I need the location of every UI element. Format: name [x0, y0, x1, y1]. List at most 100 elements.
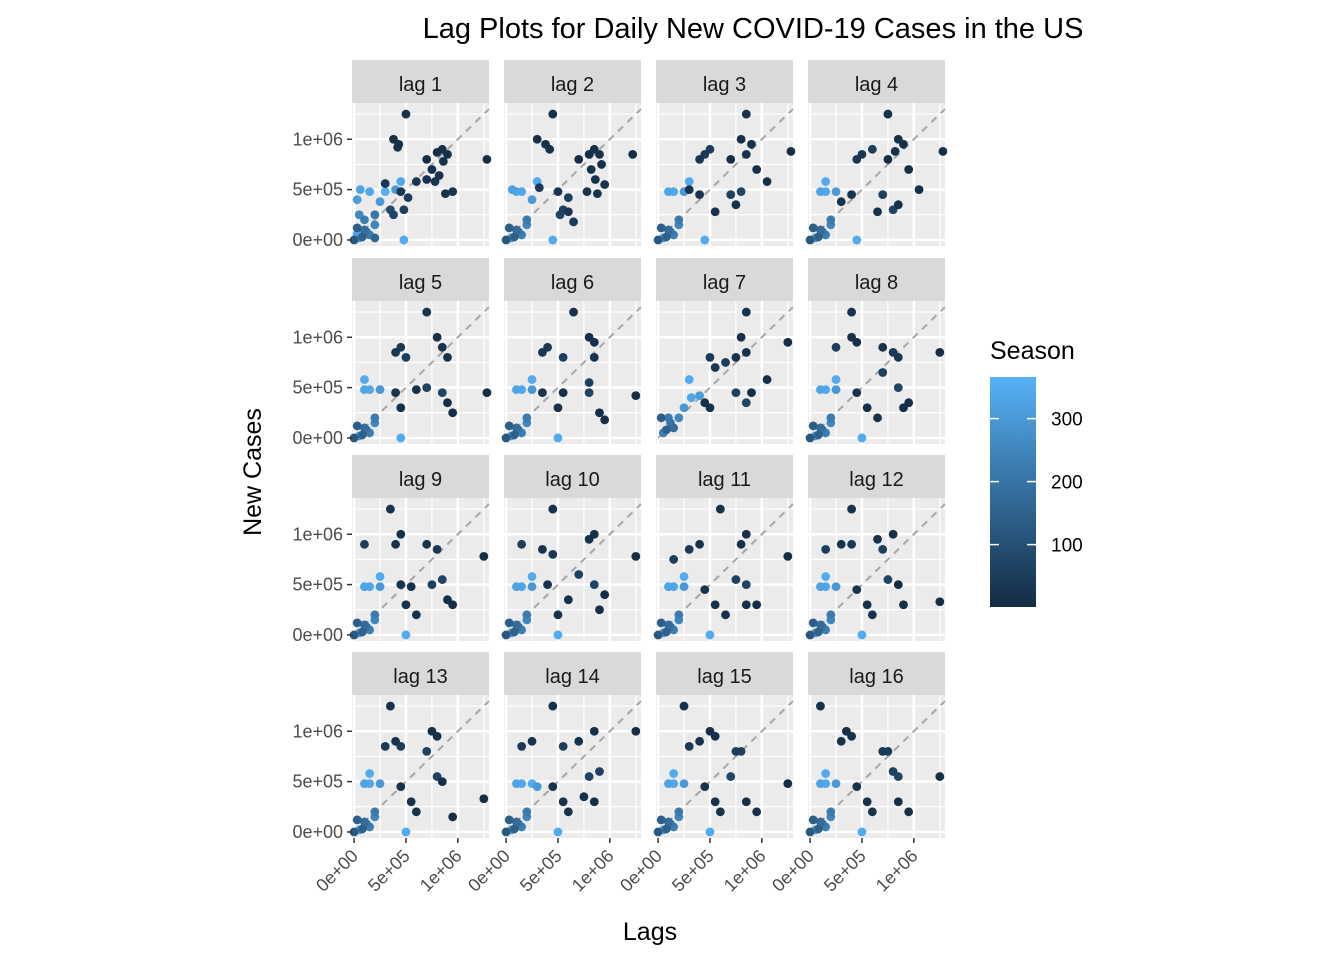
data-point — [411, 807, 421, 817]
data-point — [674, 610, 684, 620]
data-point — [700, 235, 710, 245]
data-point — [867, 807, 877, 817]
data-point — [808, 618, 818, 628]
data-point — [543, 580, 552, 590]
data-point — [762, 375, 772, 384]
data-point — [352, 223, 362, 233]
data-point — [441, 189, 450, 199]
panel-strip — [656, 60, 793, 103]
data-point — [482, 154, 492, 164]
data-point — [826, 215, 836, 225]
data-point — [352, 421, 362, 431]
panel-strip — [808, 258, 945, 301]
panel-label: lag 9 — [399, 469, 442, 491]
data-point — [679, 779, 689, 789]
data-point — [532, 134, 542, 144]
data-point — [741, 398, 751, 408]
data-point — [370, 210, 380, 220]
data-point — [563, 193, 573, 203]
panel-label: lag 13 — [393, 666, 448, 688]
data-point — [448, 408, 458, 418]
panel: lag 2 — [501, 60, 642, 246]
data-point — [391, 388, 400, 398]
data-point — [360, 375, 369, 384]
panel-label: lag 4 — [855, 74, 898, 96]
data-point — [904, 807, 914, 817]
data-point — [584, 378, 594, 387]
panel: lag 5 0e+00 5e+05 1e+06 — [292, 258, 492, 448]
data-point — [904, 165, 914, 174]
data-point — [527, 385, 537, 395]
data-point — [548, 235, 558, 245]
data-point — [349, 630, 359, 640]
data-point — [538, 544, 547, 554]
data-point — [695, 190, 704, 200]
data-point — [504, 223, 514, 233]
panel: lag 3 — [653, 60, 796, 246]
data-point — [867, 144, 877, 154]
data-point — [878, 544, 888, 554]
data-point — [411, 177, 421, 186]
data-point — [847, 190, 856, 200]
data-point — [349, 235, 359, 245]
data-point — [553, 403, 563, 413]
x-tick-label: 5e+05 — [668, 846, 718, 896]
data-point — [669, 769, 679, 778]
data-point — [512, 385, 521, 395]
data-point — [752, 165, 762, 174]
data-point — [411, 610, 421, 620]
data-point — [741, 529, 751, 539]
y-tick-label: 5e+05 — [292, 180, 343, 200]
panel-strip — [808, 60, 945, 103]
data-point — [352, 618, 362, 628]
data-point — [664, 620, 673, 630]
data-point — [684, 544, 694, 554]
chart-title: Lag Plots for Daily New COVID-19 Cases i… — [423, 13, 1084, 45]
data-point — [589, 580, 599, 590]
data-point — [437, 777, 447, 787]
data-point — [726, 190, 736, 200]
y-tick-label: 0e+00 — [292, 230, 343, 250]
data-point — [805, 827, 815, 837]
data-point — [548, 549, 558, 559]
data-point — [401, 827, 411, 837]
data-point — [857, 827, 867, 837]
data-point — [656, 413, 666, 423]
data-point — [527, 195, 537, 205]
data-point — [890, 146, 900, 156]
data-point — [674, 807, 684, 817]
data-point — [558, 797, 568, 807]
data-point — [391, 736, 400, 746]
data-point — [821, 544, 831, 554]
data-point — [656, 815, 666, 825]
data-point — [883, 575, 893, 584]
x-tick-label: 0e+00 — [464, 846, 514, 896]
data-point — [396, 433, 406, 443]
data-point — [679, 701, 689, 711]
data-point — [553, 187, 563, 197]
data-point — [563, 807, 573, 817]
data-point — [375, 385, 385, 395]
data-point — [741, 797, 751, 807]
data-point — [527, 572, 537, 581]
data-point — [862, 403, 872, 413]
data-point — [349, 827, 359, 837]
data-point — [589, 726, 599, 736]
data-point — [878, 368, 888, 377]
data-point — [700, 585, 710, 595]
data-point — [661, 824, 671, 834]
data-point — [360, 582, 369, 592]
data-point — [399, 235, 409, 245]
data-point — [501, 630, 511, 640]
data-point — [548, 782, 558, 792]
panel-label: lag 15 — [697, 666, 752, 688]
data-point — [538, 347, 547, 357]
data-point — [731, 746, 741, 756]
data-point — [443, 398, 452, 408]
data-point — [873, 534, 882, 544]
data-point — [360, 817, 369, 827]
data-point — [664, 817, 673, 827]
data-point — [589, 797, 599, 807]
